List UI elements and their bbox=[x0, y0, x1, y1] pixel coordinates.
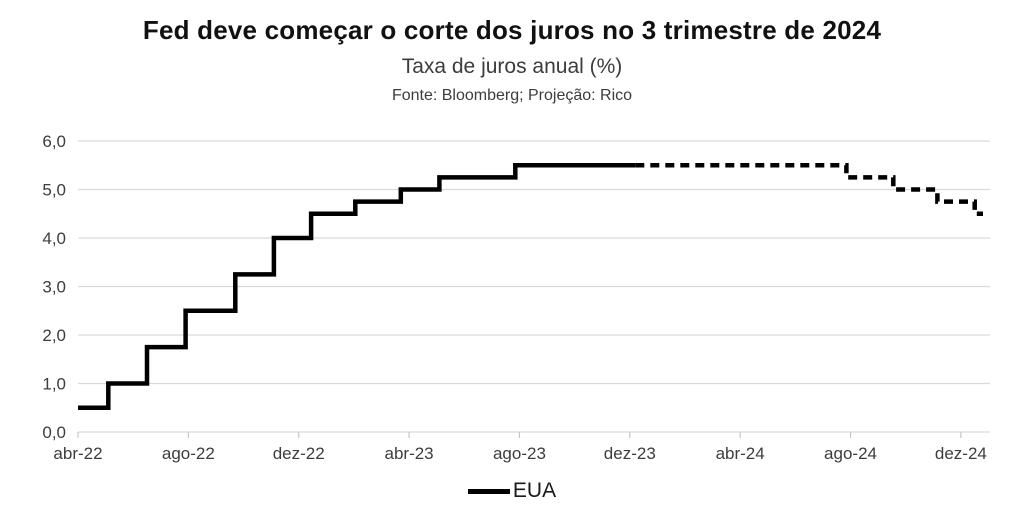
chart-header: Fed deve começar o corte dos juros no 3 … bbox=[0, 0, 1024, 105]
x-tick-label: ago-24 bbox=[824, 444, 877, 463]
eua-rate-line-projection bbox=[635, 163, 983, 217]
y-tick-label: 3,0 bbox=[42, 278, 66, 297]
y-tick-label: 4,0 bbox=[42, 229, 66, 248]
chart-title: Fed deve começar o corte dos juros no 3 … bbox=[142, 15, 882, 45]
chart-area: 0,0 1,0 2,0 3,0 4,0 5,0 6,0 abr-22 ago-22 dez-22 a… bbox=[0, 118, 1024, 468]
y-tick-label: 5,0 bbox=[42, 181, 66, 200]
legend-line-swatch bbox=[467, 488, 510, 494]
y-tick-label: 1,0 bbox=[42, 375, 66, 394]
x-tick-label: dez-24 bbox=[935, 444, 987, 463]
chart-source: Fonte: Bloomberg; Projeção: Rico bbox=[391, 87, 633, 104]
x-tick-label: ago-22 bbox=[162, 444, 215, 463]
rate-step-chart: 0,0 1,0 2,0 3,0 4,0 5,0 6,0 abr-22 ago-22 dez-22 a… bbox=[42, 132, 990, 463]
x-tick-label: ago-23 bbox=[493, 444, 546, 463]
y-tick-label: 0,0 bbox=[42, 423, 66, 442]
legend-label: EUA bbox=[512, 479, 557, 502]
x-tick-label: abr-22 bbox=[53, 444, 102, 463]
x-tick-label: dez-22 bbox=[273, 444, 325, 463]
x-tick-label: dez-23 bbox=[604, 444, 656, 463]
chart-subtitle: Taxa de juros anual (%) bbox=[401, 55, 623, 78]
chart-legend: EUA bbox=[0, 478, 1024, 504]
eua-rate-line-historical bbox=[78, 163, 636, 411]
x-tick-label: abr-23 bbox=[385, 444, 434, 463]
x-tick-label: abr-24 bbox=[716, 444, 765, 463]
y-tick-label: 2,0 bbox=[42, 326, 66, 345]
y-tick-label: 6,0 bbox=[42, 132, 66, 151]
